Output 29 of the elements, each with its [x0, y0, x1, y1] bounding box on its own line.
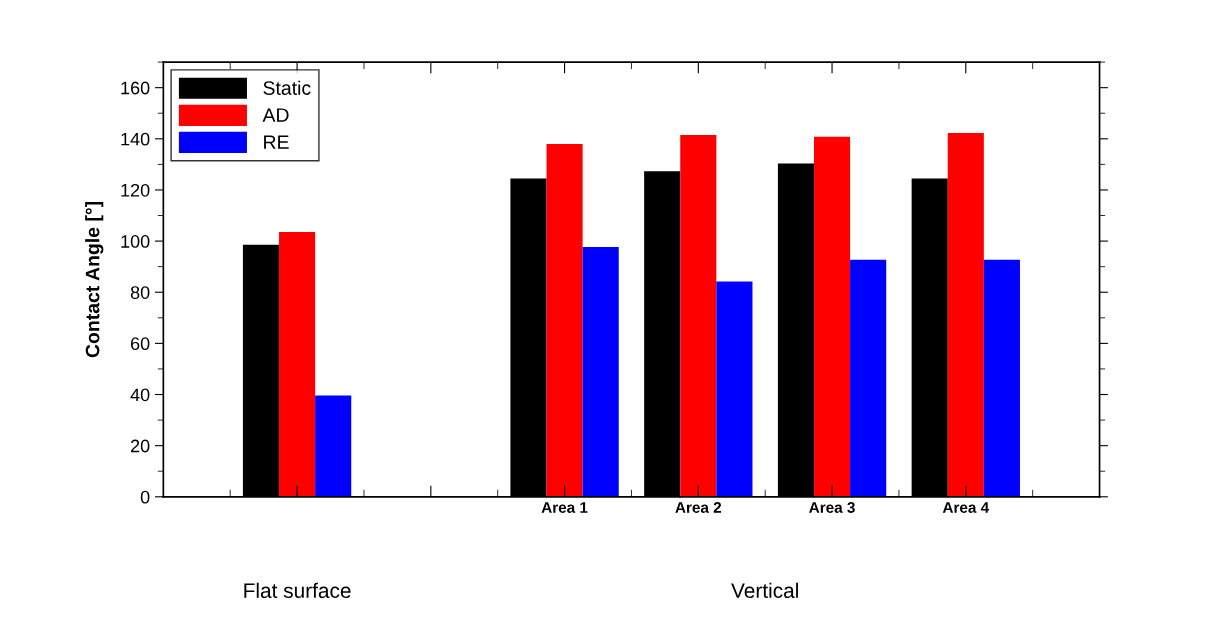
text: Flat surface: [244, 582, 351, 599]
legend-label: Static: [263, 80, 311, 95]
y-tick-label: 60: [130, 337, 150, 351]
bar: [947, 132, 984, 497]
x-tick-label: Area 2: [675, 502, 722, 513]
text: Vertical: [731, 582, 798, 599]
bar: [315, 395, 352, 497]
bar: [850, 259, 887, 497]
x-tick-label: Area 3: [809, 502, 855, 513]
y-tick-label: 0: [140, 490, 150, 504]
bar: [546, 143, 583, 497]
legend-label: RE: [264, 135, 289, 149]
bar: [983, 259, 1020, 497]
y-tick-label: 160: [121, 81, 150, 95]
y-tick-label: 100: [121, 235, 150, 248]
bar: [279, 231, 316, 497]
y-tick-label: 20: [130, 439, 150, 453]
legend-label: AD: [262, 108, 289, 122]
y-tick-label: 140: [121, 132, 150, 146]
bar: [716, 281, 753, 497]
y-tick-label: 40: [130, 388, 150, 402]
x-tick-label: Area 1: [541, 502, 588, 513]
bar: [680, 134, 717, 497]
y-axis-title: Contact Angle [°]: [85, 201, 104, 358]
y-tick-label: 120: [121, 183, 150, 197]
x-tick-label: Area 4: [942, 502, 990, 513]
bar: [582, 246, 619, 497]
y-tick-label: 80: [130, 286, 150, 299]
bar: [814, 136, 851, 497]
